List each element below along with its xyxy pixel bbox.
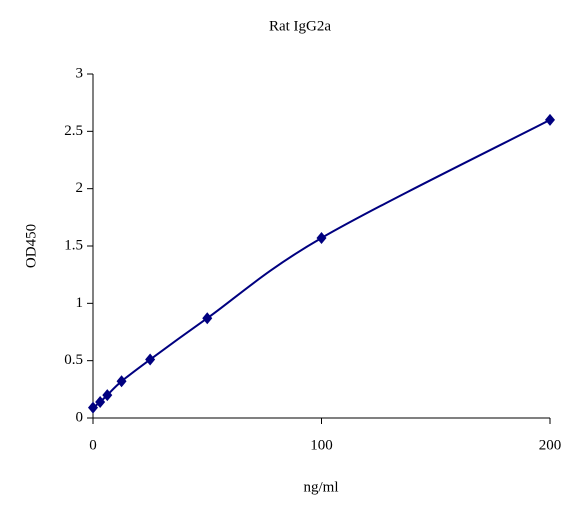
x-tick-label: 100 bbox=[310, 437, 333, 453]
y-tick-label: 3 bbox=[76, 65, 84, 81]
x-tick-label: 0 bbox=[89, 437, 97, 453]
marker bbox=[545, 113, 555, 126]
marker bbox=[145, 353, 156, 366]
y-axis-label: OD450 bbox=[23, 224, 39, 268]
chart-title: Rat IgG2a bbox=[269, 18, 331, 34]
marker bbox=[316, 231, 327, 244]
x-axis-label: ng/ml bbox=[303, 479, 338, 495]
y-tick-label: 2 bbox=[76, 180, 84, 196]
y-tick-label: 0.5 bbox=[64, 352, 83, 368]
y-tick-label: 2.5 bbox=[64, 123, 83, 139]
curve bbox=[92, 118, 551, 409]
x-tick-label: 200 bbox=[539, 437, 562, 453]
marker bbox=[116, 375, 127, 388]
marker bbox=[202, 312, 213, 325]
marker bbox=[95, 395, 106, 408]
y-tick-label: 0 bbox=[76, 409, 84, 425]
marker bbox=[88, 401, 98, 414]
y-tick-label: 1 bbox=[76, 295, 84, 311]
y-tick-label: 1.5 bbox=[64, 237, 83, 253]
marker bbox=[102, 389, 113, 402]
